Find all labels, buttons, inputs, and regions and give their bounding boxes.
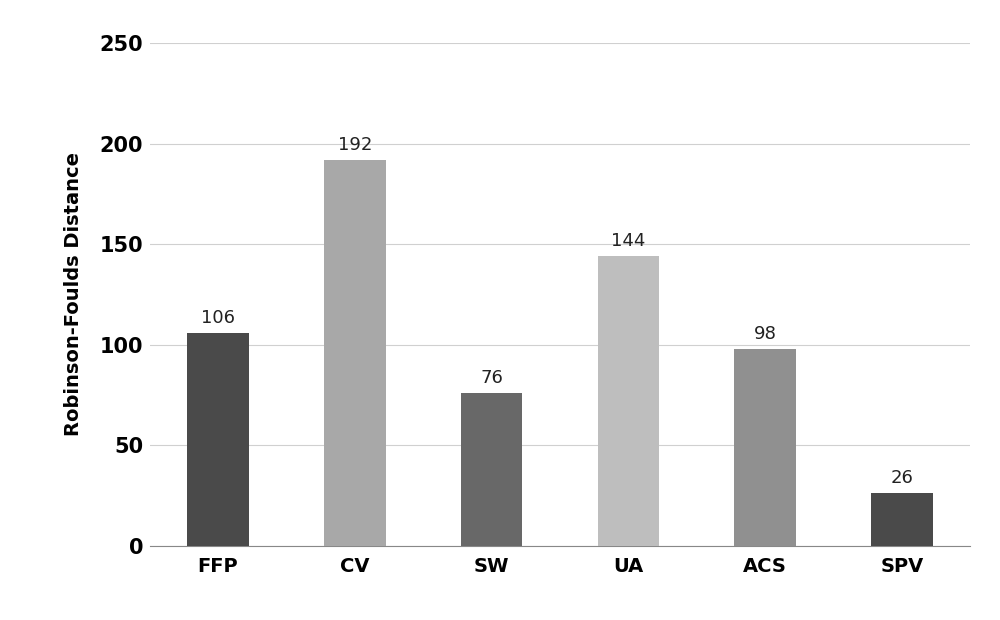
- Bar: [324, 160, 386, 546]
- Bar: [461, 393, 522, 546]
- Bar: [734, 348, 796, 546]
- Bar: [187, 333, 249, 546]
- Y-axis label: Robinson-Foulds Distance: Robinson-Foulds Distance: [64, 153, 83, 436]
- Bar: [871, 494, 933, 546]
- Text: 106: 106: [201, 309, 235, 327]
- Bar: [598, 256, 659, 546]
- Text: 98: 98: [754, 325, 777, 343]
- Text: 192: 192: [338, 136, 372, 154]
- Text: 144: 144: [611, 232, 646, 250]
- Text: 76: 76: [480, 369, 503, 387]
- Text: 26: 26: [891, 469, 913, 487]
